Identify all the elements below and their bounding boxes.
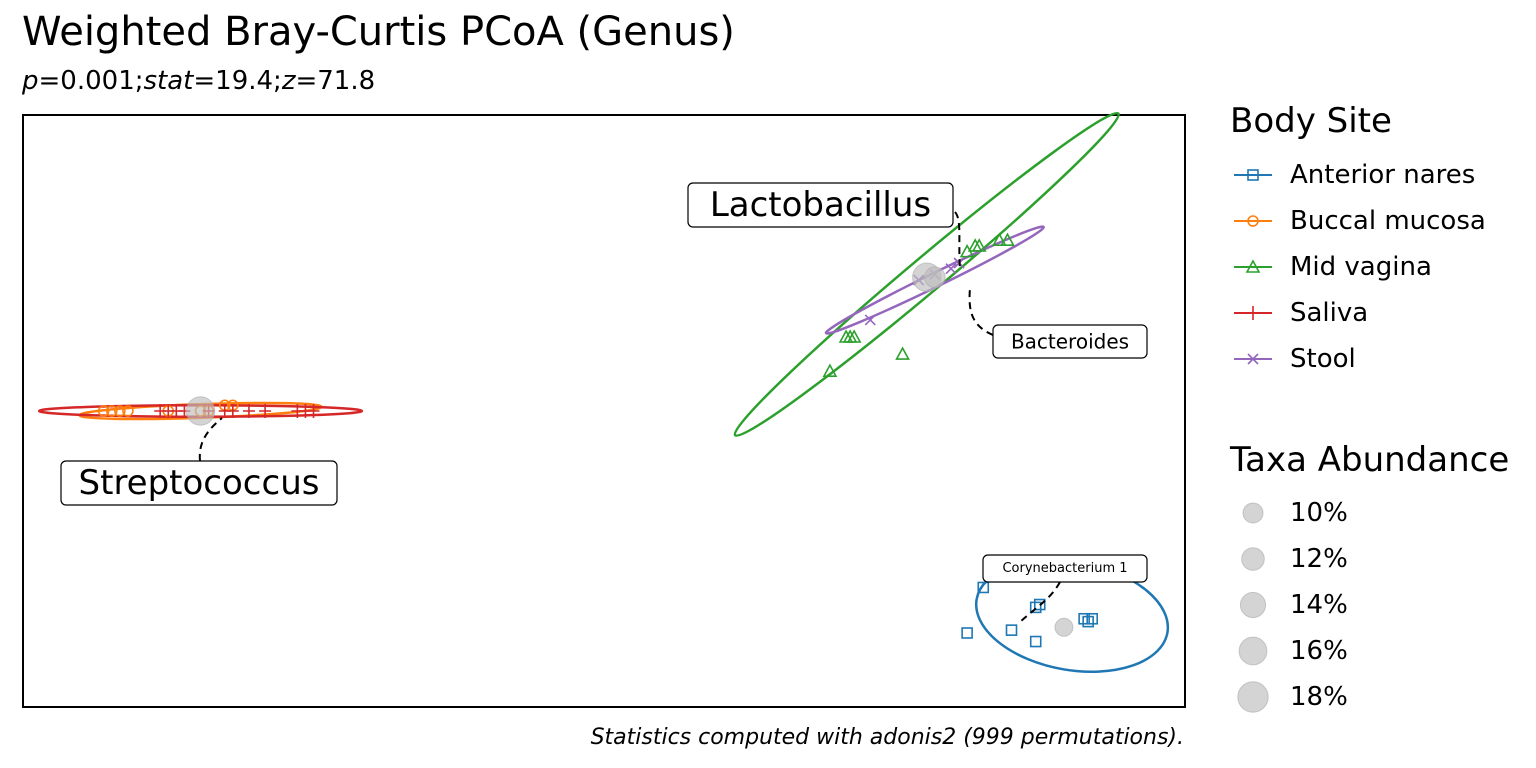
point-anterior-nares bbox=[1029, 601, 1042, 614]
callout-label-lactobacillus: Lactobacillus bbox=[710, 185, 931, 225]
callout-line-bacteroides bbox=[968, 287, 994, 336]
point-anterior-nares bbox=[1029, 635, 1042, 648]
z-value: =71.8 bbox=[295, 66, 376, 96]
abundance-legend-label: 14% bbox=[1290, 590, 1348, 620]
z-label: z bbox=[281, 66, 296, 96]
callout-label-corynebacterium-1: Corynebacterium 1 bbox=[1002, 561, 1127, 576]
abundance-legend-bubble bbox=[1238, 636, 1268, 666]
legend-label-anterior-nares: Anterior nares bbox=[1290, 160, 1475, 190]
ellipses-layer bbox=[37, 111, 1170, 674]
callout-box-bacteroides bbox=[992, 324, 1148, 359]
point-buccal-mucosa bbox=[122, 405, 134, 417]
point-saliva bbox=[307, 404, 320, 418]
legend-marker-mid-vagina bbox=[1245, 259, 1261, 273]
chart-caption: Statistics computed with adonis2 (999 pe… bbox=[590, 725, 1184, 750]
point-anterior-nares bbox=[1082, 615, 1094, 628]
point-mid-vagina bbox=[992, 232, 1007, 247]
body-site-legend-title: Body Site bbox=[1230, 101, 1392, 141]
abundance-legend-bubble bbox=[1242, 502, 1264, 524]
chart-title: Weighted Bray-Curtis PCoA (Genus) bbox=[22, 9, 735, 55]
legend-label-buccal-mucosa: Buccal mucosa bbox=[1290, 206, 1486, 236]
point-saliva bbox=[226, 404, 239, 418]
plot-frame bbox=[22, 114, 1186, 708]
stat-label: stat bbox=[143, 66, 194, 96]
point-buccal-mucosa bbox=[114, 405, 126, 417]
point-stool bbox=[864, 314, 876, 326]
callout-line-lactobacillus bbox=[954, 211, 961, 271]
point-mid-vagina bbox=[895, 346, 910, 360]
point-anterior-nares bbox=[977, 581, 990, 594]
taxa-layer: Lactobacillus Bacteroides Streptococcus Cor… bbox=[60, 182, 1148, 637]
callout-box-lactobacillus bbox=[687, 182, 954, 228]
point-stool bbox=[945, 263, 957, 275]
point-mid-vagina bbox=[971, 238, 987, 252]
legend-label-mid-vagina: Mid vagina bbox=[1290, 252, 1432, 282]
abundance-legend-bubble bbox=[1237, 681, 1269, 713]
legend-marker-stool bbox=[1247, 353, 1259, 365]
point-mid-vagina bbox=[846, 329, 862, 343]
point-saliva bbox=[259, 404, 272, 418]
legend-label-stool: Stool bbox=[1290, 344, 1356, 374]
callout-label-bacteroides: Bacteroides bbox=[1011, 330, 1129, 354]
abundance-legend-label: 16% bbox=[1290, 636, 1348, 666]
stat-value: =19.4; bbox=[193, 66, 282, 96]
callout-label-streptococcus: Streptococcus bbox=[79, 463, 320, 503]
abundance-legend-bubble bbox=[1239, 591, 1267, 619]
points-layer bbox=[97, 232, 1099, 648]
abundance-legend-label: 18% bbox=[1290, 682, 1348, 712]
legend-label-saliva: Saliva bbox=[1290, 298, 1368, 328]
body-site-legend: Body Site Anterior nares Buccal mucosa Mid … bbox=[1230, 101, 1486, 374]
point-anterior-nares bbox=[961, 627, 973, 639]
callout-box-corynebacterium-1 bbox=[982, 554, 1148, 583]
abundance-legend-label: 10% bbox=[1290, 498, 1348, 528]
legend-marker-saliva bbox=[1247, 306, 1259, 320]
chart-subtitle: p=0.001;stat=19.4;z=71.8 bbox=[22, 64, 375, 98]
point-anterior-nares bbox=[1086, 612, 1099, 625]
point-buccal-mucosa bbox=[105, 405, 118, 417]
callout-line-streptococcus bbox=[198, 417, 223, 462]
point-saliva bbox=[242, 404, 255, 418]
point-anterior-nares bbox=[1078, 612, 1090, 625]
point-mid-vagina bbox=[1000, 232, 1015, 247]
point-buccal-mucosa bbox=[97, 405, 110, 417]
p-value: =0.001; bbox=[38, 66, 144, 96]
p-label: p bbox=[22, 66, 39, 96]
taxa-bubble-streptococcus bbox=[185, 396, 216, 426]
point-mid-vagina bbox=[822, 363, 838, 377]
callout-box-streptococcus bbox=[60, 460, 338, 506]
callout-line-corynebacterium-1 bbox=[1019, 581, 1061, 623]
abundance-legend-bubble bbox=[1241, 547, 1265, 571]
legend-marker-buccal-mucosa bbox=[1247, 215, 1259, 227]
abundance-legend-label: 12% bbox=[1290, 544, 1348, 574]
point-anterior-nares bbox=[1005, 624, 1018, 636]
taxa-bubble-corynebacterium-1 bbox=[1054, 617, 1074, 637]
abundance-legend-title: Taxa Abundance bbox=[1229, 440, 1509, 480]
taxa-bubble-bacteroides bbox=[924, 266, 946, 289]
abundance-legend: Taxa Abundance 10% 12% 14% 16% 18% bbox=[1229, 440, 1509, 713]
legend-marker-anterior-nares bbox=[1247, 169, 1259, 181]
point-anterior-nares bbox=[1033, 598, 1046, 611]
